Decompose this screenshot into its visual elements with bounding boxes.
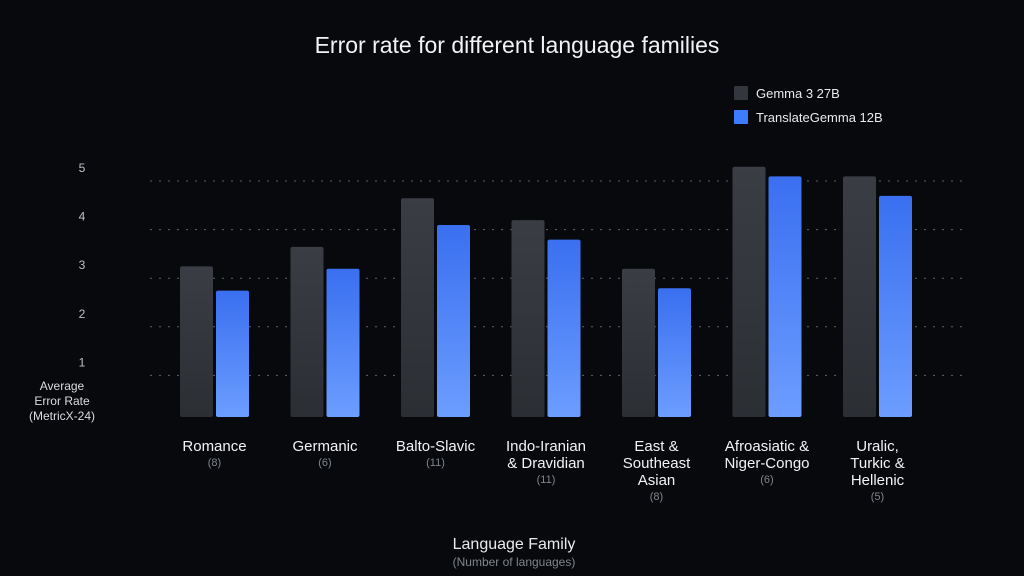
category-count: (6) xyxy=(318,457,331,469)
bar-translategemma-12b xyxy=(658,288,691,417)
legend: Gemma 3 27B TranslateGemma 12B xyxy=(734,86,883,125)
x-axis-sublabel: (Number of languages) xyxy=(453,555,576,569)
legend-swatch xyxy=(734,86,748,100)
y-tick-label: 3 xyxy=(79,258,86,272)
legend-swatch xyxy=(734,110,748,124)
legend-label: Gemma 3 27B xyxy=(756,86,840,101)
category-label: Hellenic xyxy=(851,472,905,489)
bar-translategemma-12b xyxy=(879,195,912,417)
y-axis-label: Error Rate xyxy=(34,394,90,408)
category-label: Uralic, xyxy=(856,438,899,455)
bar-gemma-3-27b xyxy=(290,246,324,417)
y-axis-label: Average xyxy=(40,379,85,393)
bar-translategemma-12b xyxy=(547,239,581,417)
chart-title: Error rate for different language famili… xyxy=(315,32,720,58)
category-label: Southeast xyxy=(623,455,691,472)
x-axis-label: Language Family xyxy=(453,536,576,553)
bar-translategemma-12b xyxy=(768,176,802,417)
bar-gemma-3-27b xyxy=(180,266,213,417)
category-label: Niger-Congo xyxy=(724,455,809,472)
category-count: (11) xyxy=(537,474,556,486)
y-tick-label: 1 xyxy=(79,355,86,369)
bar-translategemma-12b xyxy=(216,290,249,417)
category-label: Germanic xyxy=(292,438,358,455)
y-axis-label: (MetricX-24) xyxy=(29,409,95,423)
bar-gemma-3-27b xyxy=(511,220,545,417)
grid-layer xyxy=(150,180,965,376)
bar-gemma-3-27b xyxy=(732,166,766,417)
bar-translategemma-12b xyxy=(326,268,360,417)
category-label: Indo-Iranian xyxy=(506,438,586,455)
bars-layer xyxy=(180,166,912,417)
y-tick-label: 5 xyxy=(79,161,86,175)
category-count: (5) xyxy=(871,491,884,503)
legend-label: TranslateGemma 12B xyxy=(756,110,883,125)
category-count: (11) xyxy=(426,457,445,469)
category-label: Turkic & xyxy=(850,455,904,472)
category-count: (6) xyxy=(760,474,773,486)
category-label: East & xyxy=(634,438,678,455)
y-tick-label: 2 xyxy=(79,307,86,321)
category-label: & Dravidian xyxy=(507,455,585,472)
bar-gemma-3-27b xyxy=(622,268,655,417)
category-label: Romance xyxy=(182,438,246,455)
bar-gemma-3-27b xyxy=(843,176,876,417)
bar-translategemma-12b xyxy=(437,225,470,417)
bar-gemma-3-27b xyxy=(401,198,434,417)
category-label: Asian xyxy=(638,472,676,489)
y-tick-label: 4 xyxy=(79,210,86,224)
category-label: Afroasiatic & xyxy=(725,438,809,455)
category-count: (8) xyxy=(650,491,663,503)
category-label: Balto-Slavic xyxy=(396,438,476,455)
category-count: (8) xyxy=(208,457,221,469)
